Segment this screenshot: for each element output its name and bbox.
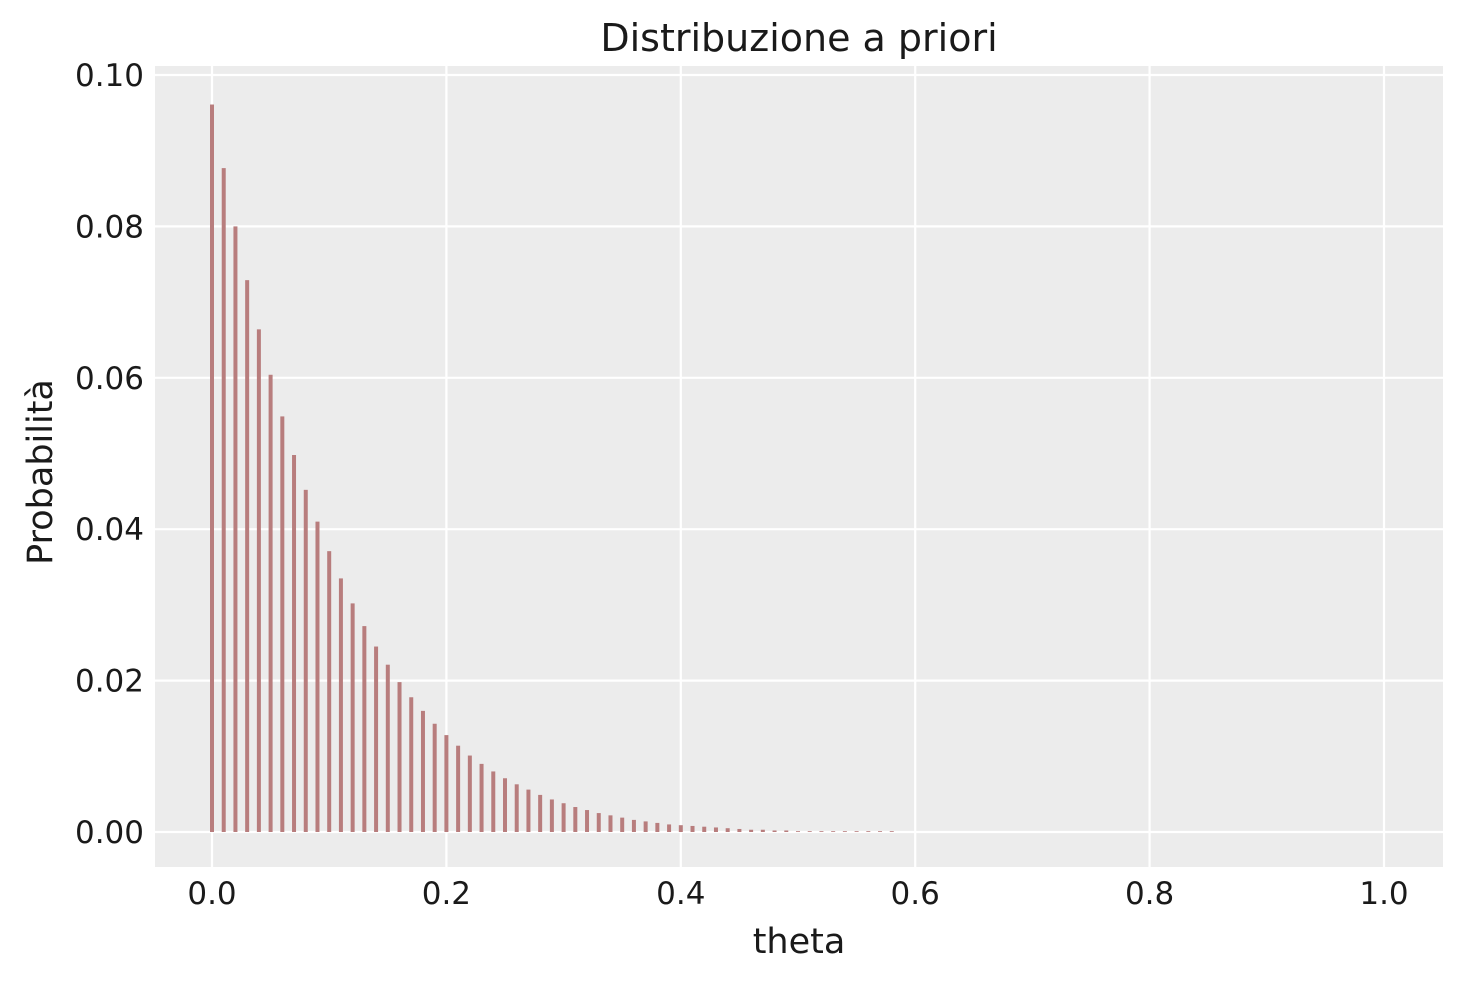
bar [655, 822, 660, 832]
bar [303, 489, 308, 832]
bar [737, 828, 742, 832]
bar [585, 810, 590, 832]
bar [385, 664, 390, 832]
bar [819, 831, 824, 832]
bar [268, 374, 273, 832]
bar [374, 646, 379, 832]
bar [866, 831, 871, 832]
x-tick-label: 0.6 [891, 876, 940, 912]
bar [315, 521, 320, 832]
bar [420, 710, 425, 832]
bar [245, 280, 250, 833]
bar [889, 831, 894, 832]
x-tick-label: 0.2 [422, 876, 471, 912]
bar [503, 778, 507, 832]
bar [538, 794, 543, 832]
y-tick-labels: 0.00 0.02 0.04 0.06 0.08 0.10 [75, 58, 144, 851]
bar [702, 826, 707, 832]
y-tick-label: 0.06 [75, 361, 144, 397]
y-tick-label: 0.00 [75, 815, 144, 851]
bar [573, 807, 578, 832]
bar [292, 455, 297, 832]
y-tick-label: 0.08 [75, 209, 144, 245]
plot-area [155, 66, 1443, 867]
x-tick-labels: 0.0 0.2 0.4 0.6 0.8 1.0 [187, 876, 1408, 912]
bar [210, 104, 214, 832]
bar [561, 803, 566, 832]
bar [456, 745, 461, 832]
bars [210, 104, 894, 833]
bar [807, 831, 812, 832]
bar [397, 682, 402, 832]
bar [549, 799, 554, 832]
bar [725, 828, 730, 832]
bar [479, 763, 484, 832]
bar [444, 735, 449, 832]
bar [526, 789, 531, 832]
bar [256, 329, 261, 832]
y-tick-label: 0.02 [75, 664, 144, 700]
bar [338, 578, 343, 832]
bar [608, 815, 613, 832]
y-axis-label: Probabilità [21, 379, 61, 565]
y-tick-label: 0.04 [75, 512, 144, 548]
bar [784, 830, 789, 832]
bar [620, 817, 625, 832]
bar [713, 827, 718, 832]
bar [327, 551, 332, 832]
bar [772, 830, 777, 832]
bar [796, 831, 800, 832]
y-tick-label: 0.10 [75, 58, 144, 94]
bar [643, 821, 648, 832]
bar [432, 723, 437, 832]
bar [831, 831, 836, 832]
bar [878, 831, 883, 832]
bar [842, 831, 847, 832]
x-tick-label: 0.4 [656, 876, 705, 912]
bar [749, 829, 754, 832]
x-tick-label: 0.0 [187, 876, 236, 912]
bar [678, 825, 683, 832]
bar [409, 697, 414, 832]
bar [631, 819, 636, 832]
bar [514, 784, 519, 832]
grid-lines [155, 66, 1443, 867]
bar [491, 771, 496, 832]
bar [350, 603, 355, 832]
bar [854, 831, 859, 832]
x-axis-label: theta [753, 922, 846, 962]
bar [362, 626, 367, 832]
bar [467, 755, 472, 832]
x-tick-label: 0.8 [1125, 876, 1174, 912]
bar [760, 829, 765, 832]
bar [221, 168, 226, 833]
x-tick-label: 1.0 [1359, 876, 1408, 912]
bar [233, 226, 238, 832]
bar [596, 813, 601, 832]
chart-title: Distribuzione a priori [600, 16, 997, 60]
bar [667, 824, 672, 832]
bar [690, 825, 695, 832]
bar [280, 416, 285, 832]
